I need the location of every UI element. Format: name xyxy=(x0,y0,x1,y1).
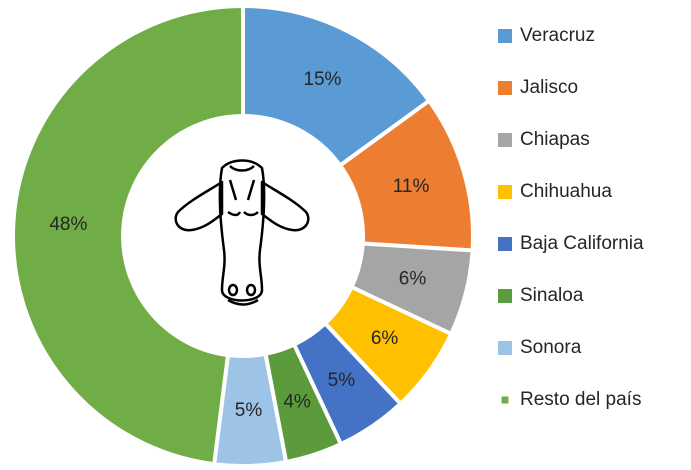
legend-swatch xyxy=(498,341,512,355)
legend-label: Sonora xyxy=(520,337,582,358)
legend-label: Jalisco xyxy=(520,77,578,98)
data-label: 6% xyxy=(399,269,427,290)
data-label: 5% xyxy=(235,400,263,421)
legend-label: Chiapas xyxy=(520,129,590,150)
legend-swatch xyxy=(498,289,512,303)
legend-swatch xyxy=(498,237,512,251)
cow-icon xyxy=(176,161,309,305)
data-label: 5% xyxy=(328,370,356,391)
legend-label: Baja California xyxy=(520,233,644,254)
page: {"chart_data": {"type": "donut", "catego… xyxy=(0,0,691,470)
data-label: 15% xyxy=(303,69,341,90)
legend-swatch xyxy=(498,81,512,95)
data-label: 11% xyxy=(393,176,430,197)
legend-label: Veracruz xyxy=(520,25,595,46)
data-label: 6% xyxy=(371,328,399,349)
legend-label: Resto del país xyxy=(520,389,641,410)
legend-swatch xyxy=(498,133,512,147)
legend-label: Sinaloa xyxy=(520,285,584,306)
legend-swatch xyxy=(498,29,512,43)
chart: 15% 11% 6% 6% 5% 4% 5% 48% Veracruz Jalisco Chiapa… xyxy=(0,0,691,470)
data-label: 4% xyxy=(283,391,311,412)
legend-swatch xyxy=(502,397,509,404)
donut-slice xyxy=(13,6,243,464)
legend-label: Chihuahua xyxy=(520,181,612,202)
legend-swatch xyxy=(498,185,512,199)
data-label: 48% xyxy=(49,214,87,235)
